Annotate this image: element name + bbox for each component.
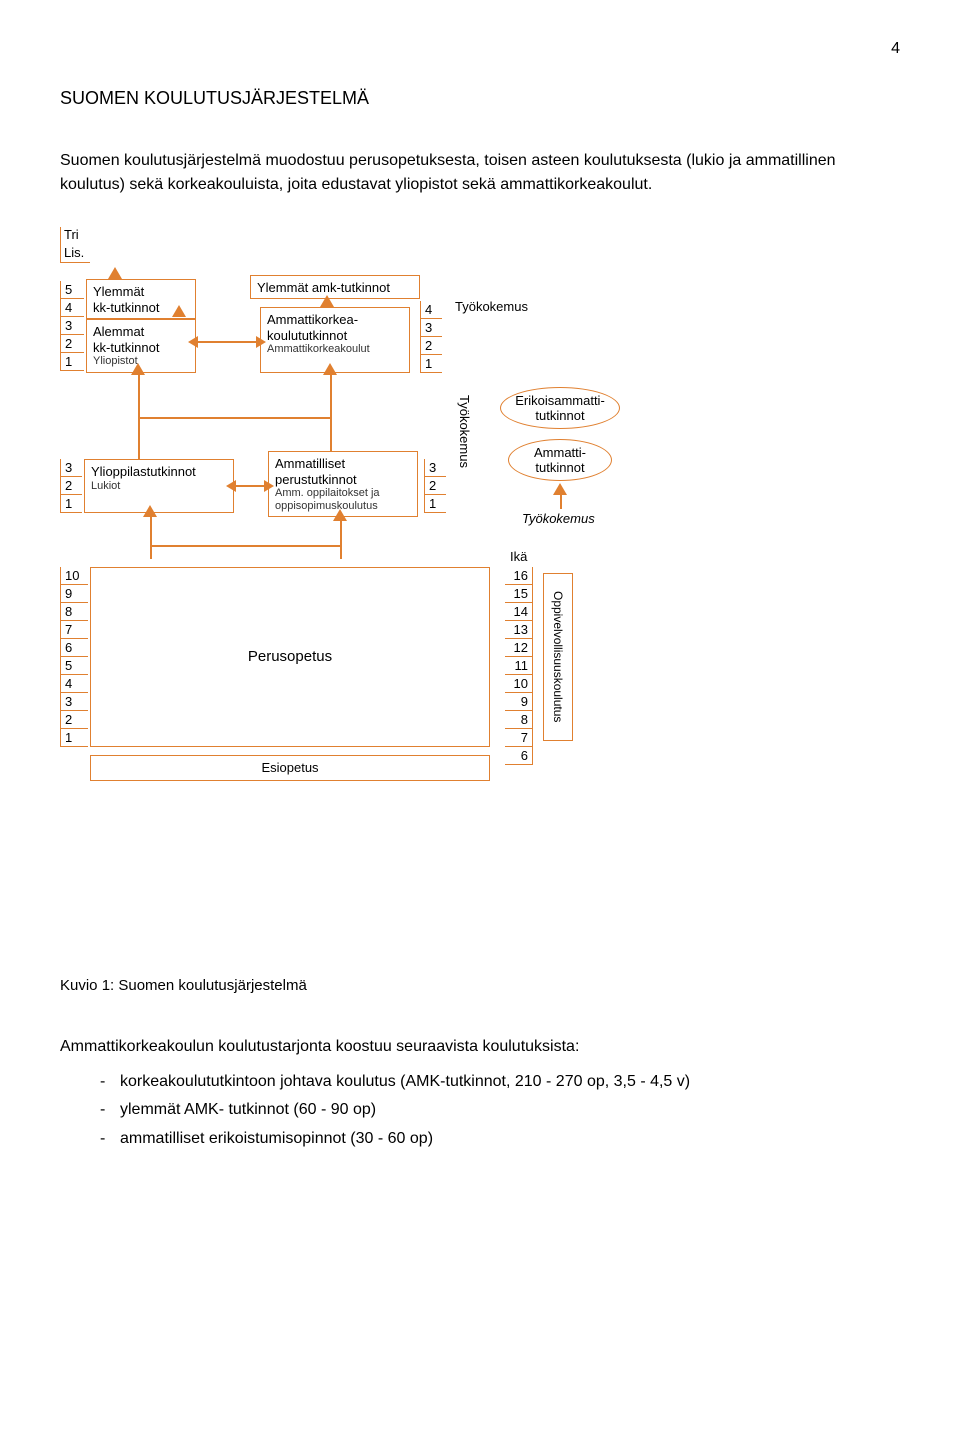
scale-tick: 11 [505, 657, 532, 675]
scale-tick: 2 [61, 477, 82, 495]
label-ika: Ikä [510, 549, 527, 564]
arrow-up-icon [323, 363, 337, 375]
connector-line [340, 517, 342, 559]
uni-scale: 5 4 3 2 1 [60, 281, 84, 371]
intro-paragraph: Suomen koulutusjärjestelmä muodostuu per… [60, 149, 900, 197]
main-heading: SUOMEN KOULUTUSJÄRJESTELMÄ [60, 88, 900, 109]
perusopetus-scale: 10 9 8 7 6 5 4 3 2 1 [60, 567, 88, 747]
ika-scale: 16 15 14 13 12 11 10 9 8 7 6 [505, 567, 533, 765]
connector-line [234, 485, 268, 487]
scale-tick: 1 [61, 495, 82, 513]
arrow-up-icon [320, 295, 334, 307]
scale-tick: 6 [61, 639, 88, 657]
scale-tick: 10 [505, 675, 532, 693]
scale-tick: 1 [421, 355, 442, 373]
box-ylemmat-amk: Ylemmät amk-tutkinnot [250, 275, 420, 299]
scale-tick: 1 [425, 495, 446, 513]
label-tyokokemus-vertical: Työkokemus [457, 395, 472, 468]
scale-tick: 6 [505, 747, 532, 765]
scale-tick: 2 [61, 335, 84, 353]
label-tyokokemus-top: Työkokemus [455, 299, 528, 314]
scale-tick: 4 [61, 675, 88, 693]
scale-tick: 9 [505, 693, 532, 711]
scale-tick: 15 [505, 585, 532, 603]
ellipse-erikoisammatti: Erikoisammatti-tutkinnot [500, 387, 620, 429]
ellipse-label: Erikoisammatti-tutkinnot [515, 393, 605, 423]
connector-line [150, 545, 342, 547]
scale-tick: 14 [505, 603, 532, 621]
arrow-up-icon [131, 363, 145, 375]
scale-tick: 3 [425, 459, 446, 477]
box-title: Esiopetus [261, 760, 318, 776]
scale-tick: 2 [421, 337, 442, 355]
scale-tick: 9 [61, 585, 88, 603]
lukio-scale: 3 2 1 [60, 459, 82, 513]
connector-line [150, 513, 152, 559]
box-subtitle: Ammattikorkeakoulut [267, 343, 403, 356]
scale-tick: 12 [505, 639, 532, 657]
scale-tick: 7 [61, 621, 88, 639]
arrow-up-icon [553, 483, 567, 495]
connector-line [196, 341, 260, 343]
box-perusopetus: Perusopetus [90, 567, 490, 747]
scale-tick: 16 [505, 567, 532, 585]
scale-tick: 4 [421, 301, 442, 319]
scale-tick: 4 [61, 299, 84, 317]
scale-tick: 2 [61, 711, 88, 729]
label-tyokokemus-bottom: Työkokemus [522, 511, 595, 526]
arrow-left-icon [226, 480, 236, 492]
arrow-up-icon [108, 267, 122, 279]
scale-tick: 3 [61, 693, 88, 711]
box-title: Perusopetus [248, 648, 332, 666]
scale-tick: 1 [61, 353, 84, 371]
box-title: Ylioppilastutkinnot [91, 464, 227, 480]
connector-line [560, 495, 562, 509]
arrow-left-icon [188, 336, 198, 348]
bullet-item: ammatilliset erikoistumisopinnot (30 - 6… [60, 1125, 900, 1154]
amm-scale: 3 2 1 [424, 459, 446, 513]
arrow-up-icon [143, 505, 157, 517]
box-ammatilliset: Ammatillisetperustutkinnot Amm. oppilait… [268, 451, 418, 517]
scale-tick: 5 [61, 281, 84, 299]
scale-tick: 1 [61, 729, 88, 747]
scale-tick: 3 [421, 319, 442, 337]
connector-line [138, 373, 140, 459]
ellipse-ammatti: Ammatti-tutkinnot [508, 439, 612, 481]
box-title: Oppivelvollisuuskoulutus [551, 591, 565, 722]
scale-tick: 13 [505, 621, 532, 639]
figure-caption: Kuvio 1: Suomen koulutusjärjestelmä [60, 977, 900, 994]
scale-tick: 3 [61, 459, 82, 477]
education-system-diagram: Tri Lis. 5 4 3 2 1 Ylemmätkk-tutkinnot A… [60, 227, 700, 947]
arrow-up-icon [172, 305, 186, 317]
ellipse-label: Ammatti-tutkinnot [534, 445, 586, 475]
connector-line [330, 373, 332, 459]
scale-tick: 7 [505, 729, 532, 747]
arrow-up-icon [333, 509, 347, 521]
scale-tick: 8 [61, 603, 88, 621]
box-oppivelvollisuus: Oppivelvollisuuskoulutus [543, 573, 573, 741]
box-title: Alemmatkk-tutkinnot [93, 324, 189, 355]
scale-tick: 5 [61, 657, 88, 675]
scale-tick: 3 [61, 317, 84, 335]
box-esiopetus: Esiopetus [90, 755, 490, 781]
scale-tick: 10 [61, 567, 88, 585]
scale-tick: 2 [425, 477, 446, 495]
scale-tick: 8 [505, 711, 532, 729]
bullet-item: ylemmät AMK- tutkinnot (60 - 90 op) [60, 1096, 900, 1125]
box-subtitle: Lukiot [91, 480, 227, 493]
box-title: Ammattikorkea-koulututkinnot [267, 312, 403, 343]
bullet-item: korkeakoulututkintoon johtava koulutus (… [60, 1068, 900, 1097]
after-paragraph: Ammattikorkeakoulun koulutustarjonta koo… [60, 1034, 900, 1060]
box-lukio: Ylioppilastutkinnot Lukiot [84, 459, 234, 513]
page-number: 4 [60, 40, 900, 58]
connector-line [138, 417, 332, 419]
arrow-right-icon [264, 480, 274, 492]
arrow-right-icon [256, 336, 266, 348]
amk-scale: 4 3 2 1 [420, 301, 442, 373]
box-title: Ylemmät amk-tutkinnot [257, 280, 413, 296]
box-title: Ammatillisetperustutkinnot [275, 456, 411, 487]
